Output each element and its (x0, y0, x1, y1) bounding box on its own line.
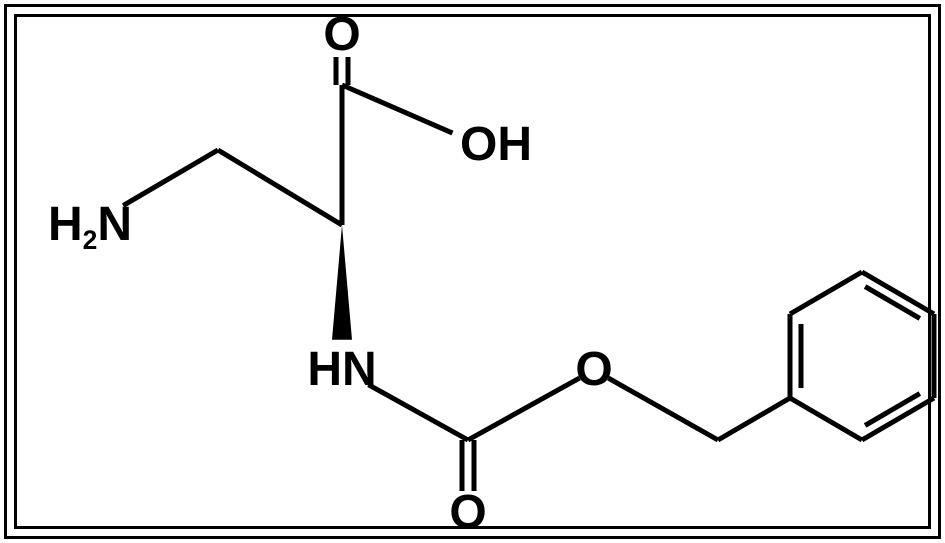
atom-label-Od: O (323, 11, 360, 59)
atom-label-Nc: HN (307, 346, 376, 394)
atom-label-NH2: H2N (48, 201, 132, 249)
atom-label-Oe: O (575, 346, 612, 394)
molecule-svg (0, 0, 945, 543)
atom-label-Od2: O (449, 489, 486, 537)
atom-label-Ooh: OH (460, 121, 532, 169)
molecule-diagram: H2N O OH HN O O (0, 0, 945, 543)
